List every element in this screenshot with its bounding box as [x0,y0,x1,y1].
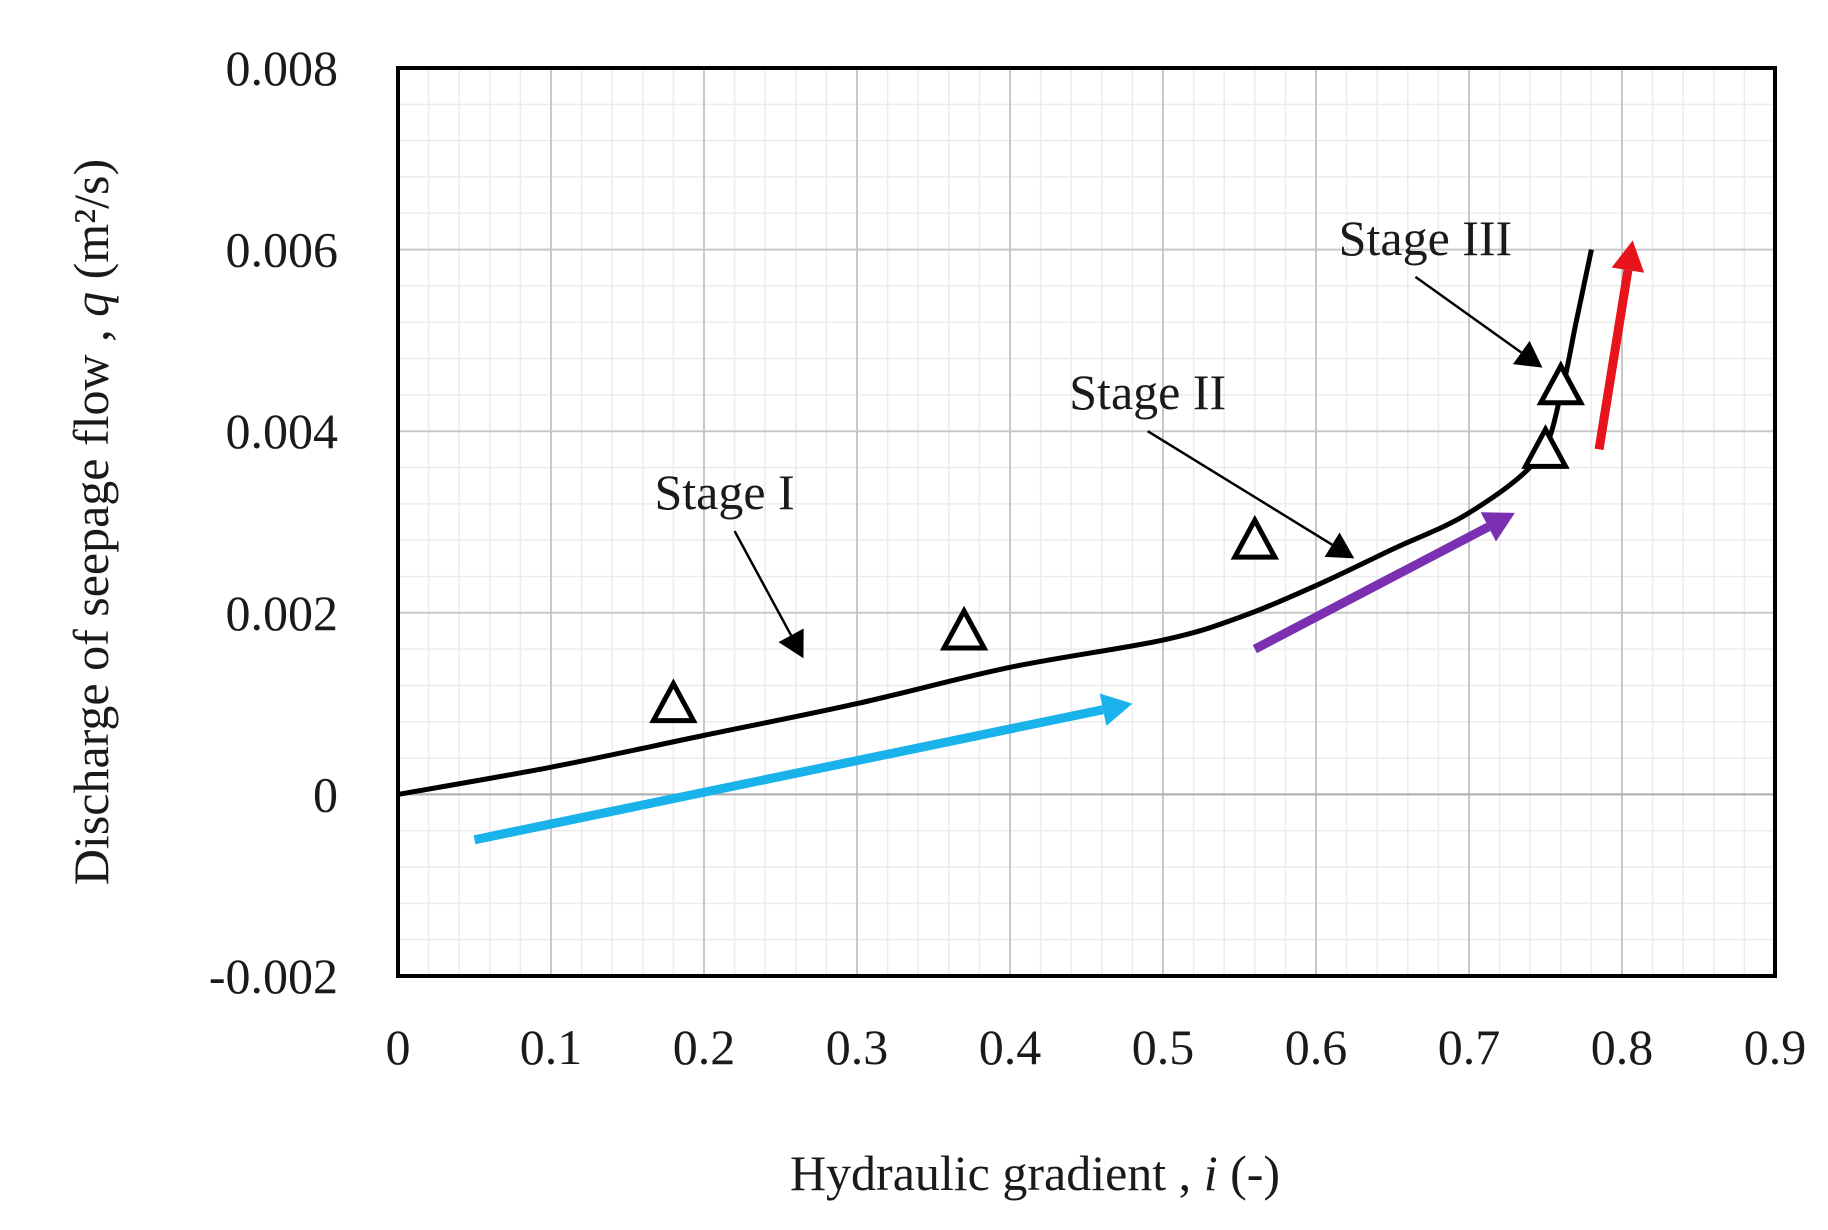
stage-i-pointer [733,530,804,659]
stage-i-pointer-head [778,628,804,659]
stage-iii-trend-arrow-shaft [1594,269,1633,451]
stage-ii-trend-arrow [1252,512,1515,654]
stage-iii-trend-arrow-head [1611,240,1645,273]
stage-iii-pointer-head [1512,340,1543,368]
stage-ii-pointer [1147,430,1355,559]
stage-i-trend-arrow-head [1099,693,1133,726]
stage-i-label: Stage I [654,464,794,520]
discharge-curve [397,249,1594,797]
stage-iii-label: Stage III [1339,210,1513,266]
stage-ii-pointer-head [1324,532,1355,559]
stage-ii-pointer-shaft [1147,430,1333,546]
y-tick-label: -0.002 [209,948,338,1004]
measured-triangle-marker [649,678,698,724]
y-tick-label: 0.002 [226,585,339,641]
x-tick-label: 0.7 [1438,1019,1501,1075]
x-tick-label: 0.9 [1744,1019,1807,1075]
major-gridlines [397,67,1776,977]
trend-arrows [473,240,1645,845]
stage-i-trend-arrow-shaft [473,705,1104,845]
x-axis-title: Hydraulic gradient , i (-) [790,1145,1280,1201]
stage-i-trend-arrow [473,693,1133,845]
x-tick-label: 0.4 [979,1019,1042,1075]
measured-triangle-marker [1536,360,1585,406]
x-tick-label: 0.2 [673,1019,736,1075]
minor-gridlines [397,67,1776,977]
stage-iii-trend-arrow [1594,240,1645,451]
plot-frame [396,66,1777,978]
y-axis-title: Discharge of seepage flow , q (m²/s) [63,159,119,885]
y-tick-label: 0.008 [226,40,339,96]
stage-ii-trend-arrow-shaft [1252,522,1491,654]
measured-triangle-marker [1521,424,1570,469]
x-tick-label: 0.3 [826,1019,889,1075]
y-tick-label: 0.006 [226,222,339,278]
stage-ii-trend-arrow-head [1480,512,1515,542]
stage-ii-label: Stage II [1069,364,1226,420]
y-tick-labels: -0.002 0 0.002 0.004 0.006 0.008 [209,40,338,1004]
x-tick-label: 0 [386,1019,411,1075]
x-tick-label: 0.6 [1285,1019,1348,1075]
measured-triangle-marker [1230,514,1279,560]
measured-triangle-marker [939,605,989,651]
stage-annotations: Stage I Stage II Stage III [654,210,1543,659]
y-tick-label: 0 [313,766,338,822]
series-layer [397,249,1594,797]
y-tick-label: 0.004 [226,403,339,459]
stage-i-pointer-shaft [733,530,793,636]
x-tick-labels: 0 0.1 0.2 0.3 0.4 0.5 0.6 0.7 0.8 0.9 [386,1019,1807,1075]
stage-iii-pointer [1414,275,1543,368]
x-tick-label: 0.5 [1132,1019,1195,1075]
stage-iii-pointer-shaft [1414,275,1523,354]
x-tick-label: 0.1 [520,1019,583,1075]
x-tick-label: 0.8 [1591,1019,1654,1075]
